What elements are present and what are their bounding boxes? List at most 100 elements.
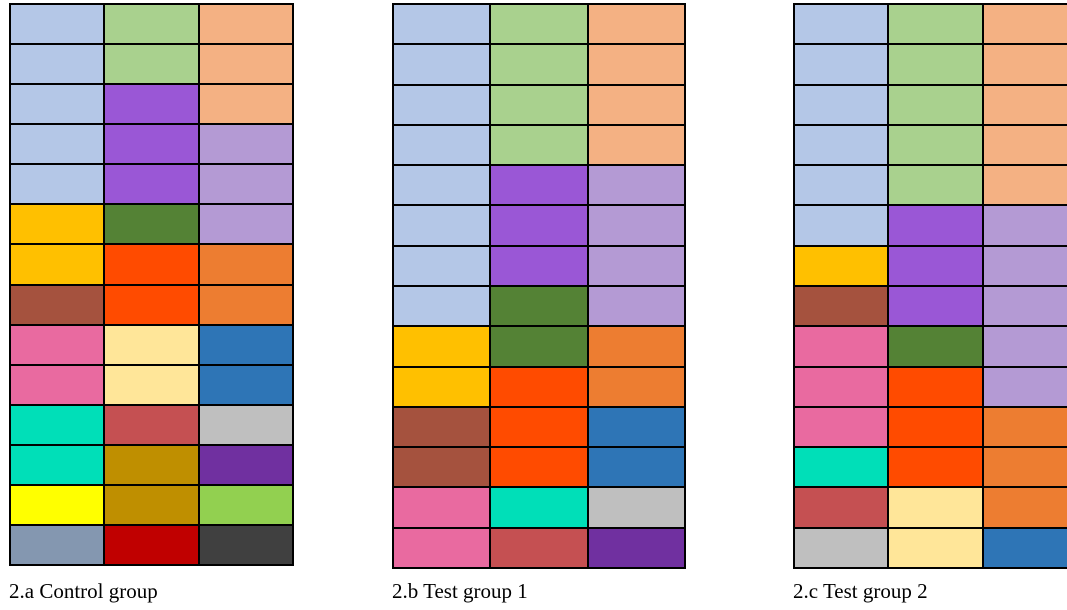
grid-cell-red-orange [105, 245, 198, 284]
grid-cell-charcoal [199, 525, 292, 564]
grid-cell-red-orange [105, 285, 198, 324]
grid-cell-purple [105, 85, 198, 124]
grid-cell-light-green [889, 45, 982, 84]
grid-cell-lavender [588, 206, 684, 245]
grid-cell-light-green [491, 5, 587, 44]
grid-cell-orange [983, 407, 1067, 447]
grid-cell-peach [199, 45, 292, 84]
grid-cell-lavender [199, 125, 292, 164]
grid-cell-gray [588, 488, 684, 527]
grid-cell-teal [491, 488, 587, 527]
grid-cell-dark-green [889, 327, 982, 366]
grid-cell-lavender [588, 166, 684, 205]
panel-test-group-2 [793, 3, 1067, 569]
grid-cell-peach [199, 5, 292, 44]
grid-cell-orange [199, 245, 292, 284]
grid-cell-light-blue [11, 45, 104, 84]
grid-cell-salmon-red [795, 488, 888, 527]
grid-cell-light-blue [795, 166, 888, 205]
grid-cell-pink [11, 365, 104, 404]
grid-cell-brown [795, 286, 888, 326]
grid-cell-peach [983, 125, 1067, 165]
grid-cell-blue [199, 325, 292, 364]
grid-cell-light-blue [795, 206, 888, 245]
grid-cell-blue [588, 407, 684, 447]
grid-cell-light-yellow [105, 325, 198, 364]
grid-cell-red-orange [491, 407, 587, 447]
grid-cell-gray [795, 528, 888, 567]
grid-cell-light-blue [11, 125, 104, 164]
grid-cell-yellow [11, 485, 104, 524]
grid-cell-light-blue [394, 45, 490, 84]
grid-cell-light-green [889, 166, 982, 205]
grid-cell-dark-red [105, 525, 198, 564]
grid-cell-blue [199, 365, 292, 404]
grid-cell-pink [11, 325, 104, 364]
panel-control-group [9, 3, 294, 566]
grid-cell-light-blue [795, 85, 888, 124]
grid-cell-blue [588, 448, 684, 487]
grid-cell-light-green [105, 5, 198, 44]
grid-cell-light-blue [394, 286, 490, 326]
grid-cell-lavender [983, 286, 1067, 326]
grid-cell-gold [11, 245, 104, 284]
grid-cell-lime [199, 485, 292, 524]
grid-cell-pink [795, 367, 888, 406]
grid-cell-gray [199, 405, 292, 444]
grid-cell-lavender [588, 246, 684, 285]
grid-cell-orange [983, 448, 1067, 487]
grid-control-group [9, 3, 294, 566]
grid-cell-peach [588, 5, 684, 44]
grid-cell-purple [889, 286, 982, 326]
grid-cell-orange [588, 327, 684, 366]
grid-cell-violet [199, 445, 292, 484]
grid-cell-dark-green [105, 205, 198, 244]
grid-cell-peach [588, 85, 684, 124]
grid-cell-gold [11, 205, 104, 244]
grid-cell-purple [889, 206, 982, 245]
grid-cell-dark-green [491, 327, 587, 366]
grid-cell-light-green [889, 5, 982, 44]
grid-cell-purple [889, 246, 982, 285]
grid-cell-light-blue [11, 165, 104, 204]
grid-test-group-2 [793, 3, 1067, 569]
grid-cell-light-blue [394, 5, 490, 44]
grid-cell-mustard [105, 485, 198, 524]
grid-test-group-1 [392, 3, 686, 569]
grid-cell-pink [795, 327, 888, 366]
grid-cell-gold [795, 246, 888, 285]
grid-cell-peach [588, 45, 684, 84]
caption-test-group-2: 2.c Test group 2 [793, 579, 928, 603]
grid-cell-red-orange [889, 367, 982, 406]
grid-cell-light-blue [11, 85, 104, 124]
grid-cell-light-blue [394, 206, 490, 245]
grid-cell-light-blue [394, 246, 490, 285]
grid-cell-pink [394, 528, 490, 567]
grid-cell-slate [11, 525, 104, 564]
grid-cell-light-blue [795, 5, 888, 44]
grid-cell-light-green [889, 85, 982, 124]
grid-cell-light-green [889, 125, 982, 165]
grid-cell-pink [795, 407, 888, 447]
grid-cell-light-green [491, 125, 587, 165]
grid-cell-light-yellow [889, 528, 982, 567]
grid-cell-lavender [588, 286, 684, 326]
grid-cell-purple [105, 165, 198, 204]
grid-cell-peach [983, 85, 1067, 124]
grid-cell-peach [199, 85, 292, 124]
grid-cell-light-green [491, 85, 587, 124]
grid-cell-peach [983, 45, 1067, 84]
grid-cell-red-orange [491, 367, 587, 406]
grid-cell-red-orange [889, 407, 982, 447]
grid-cell-red-orange [491, 448, 587, 487]
grid-cell-salmon-red [491, 528, 587, 567]
grid-cell-purple [491, 206, 587, 245]
grid-cell-peach [983, 166, 1067, 205]
grid-cell-gold [394, 327, 490, 366]
grid-cell-mustard [105, 445, 198, 484]
grid-cell-dark-green [491, 286, 587, 326]
grid-cell-light-blue [795, 45, 888, 84]
grid-cell-purple [491, 166, 587, 205]
grid-cell-lavender [983, 367, 1067, 406]
grid-cell-lavender [199, 205, 292, 244]
